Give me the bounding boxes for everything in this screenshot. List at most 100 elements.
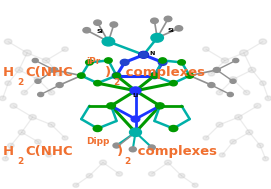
Circle shape <box>203 136 209 140</box>
Text: C(NHC: C(NHC <box>25 66 73 79</box>
Circle shape <box>56 71 63 76</box>
Circle shape <box>93 125 102 132</box>
Circle shape <box>8 143 14 148</box>
Circle shape <box>240 50 248 56</box>
Circle shape <box>263 157 269 161</box>
Circle shape <box>110 22 118 27</box>
Circle shape <box>208 71 215 76</box>
Circle shape <box>227 92 233 97</box>
Circle shape <box>257 143 263 148</box>
Circle shape <box>86 174 93 178</box>
Circle shape <box>149 172 155 176</box>
Text: 2: 2 <box>125 157 131 167</box>
Circle shape <box>159 58 166 63</box>
Text: complexes: complexes <box>121 66 205 79</box>
Text: H: H <box>3 145 14 158</box>
Circle shape <box>107 103 115 109</box>
Circle shape <box>116 172 122 176</box>
Circle shape <box>42 58 50 63</box>
Text: ): ) <box>105 66 111 79</box>
Circle shape <box>35 139 41 144</box>
Circle shape <box>219 153 225 157</box>
Circle shape <box>169 125 178 132</box>
Text: Si: Si <box>97 29 104 34</box>
Circle shape <box>113 73 120 78</box>
Circle shape <box>260 81 266 85</box>
Circle shape <box>230 139 236 144</box>
Circle shape <box>23 50 31 56</box>
Circle shape <box>130 128 141 136</box>
Circle shape <box>216 122 223 127</box>
Circle shape <box>265 96 271 101</box>
Circle shape <box>246 130 253 135</box>
Circle shape <box>233 58 239 63</box>
Circle shape <box>192 183 198 187</box>
Circle shape <box>203 47 209 51</box>
Circle shape <box>113 143 120 148</box>
Text: ): ) <box>117 145 123 158</box>
Text: H: H <box>3 66 14 79</box>
Circle shape <box>156 103 164 109</box>
Text: Si: Si <box>167 28 174 33</box>
Text: 2: 2 <box>17 78 23 87</box>
Circle shape <box>216 90 223 95</box>
Circle shape <box>254 103 261 108</box>
Circle shape <box>94 81 101 86</box>
Circle shape <box>2 157 8 161</box>
Circle shape <box>130 87 141 94</box>
Circle shape <box>105 58 112 63</box>
Text: iPr: iPr <box>86 57 101 66</box>
Circle shape <box>175 26 183 31</box>
Circle shape <box>112 73 121 79</box>
Circle shape <box>186 73 193 78</box>
Circle shape <box>18 130 25 135</box>
Text: N: N <box>149 51 154 56</box>
Circle shape <box>4 39 12 44</box>
Circle shape <box>83 28 91 33</box>
Circle shape <box>46 153 52 157</box>
Circle shape <box>178 174 185 178</box>
Circle shape <box>56 83 63 88</box>
Circle shape <box>170 81 177 86</box>
Circle shape <box>178 60 185 65</box>
Circle shape <box>164 160 172 165</box>
Circle shape <box>151 33 163 42</box>
Text: C(NHC: C(NHC <box>25 145 73 158</box>
Circle shape <box>48 122 55 127</box>
Circle shape <box>5 81 11 85</box>
Circle shape <box>32 58 38 63</box>
Circle shape <box>102 37 115 46</box>
Circle shape <box>29 115 36 120</box>
Circle shape <box>10 103 17 108</box>
Circle shape <box>34 77 42 82</box>
Circle shape <box>62 136 68 140</box>
Circle shape <box>99 160 107 165</box>
Circle shape <box>0 96 6 101</box>
Circle shape <box>21 90 28 95</box>
Circle shape <box>129 147 136 152</box>
Circle shape <box>164 16 172 22</box>
Circle shape <box>148 145 155 150</box>
Circle shape <box>151 73 158 78</box>
Circle shape <box>243 90 250 95</box>
Circle shape <box>213 67 220 72</box>
Circle shape <box>158 59 167 65</box>
Circle shape <box>94 20 101 25</box>
Circle shape <box>259 39 267 44</box>
Text: Dipp: Dipp <box>86 137 110 146</box>
Circle shape <box>230 79 236 83</box>
Circle shape <box>15 67 23 73</box>
Circle shape <box>38 92 44 97</box>
Circle shape <box>86 60 93 65</box>
Circle shape <box>139 51 149 58</box>
Text: 2: 2 <box>17 157 23 167</box>
Circle shape <box>35 79 41 83</box>
Circle shape <box>150 73 159 79</box>
Text: 2: 2 <box>113 78 119 87</box>
Circle shape <box>229 77 237 82</box>
Circle shape <box>208 83 215 88</box>
Circle shape <box>73 183 79 187</box>
Text: complexes: complexes <box>133 145 217 158</box>
Circle shape <box>139 52 148 58</box>
Circle shape <box>131 116 140 122</box>
